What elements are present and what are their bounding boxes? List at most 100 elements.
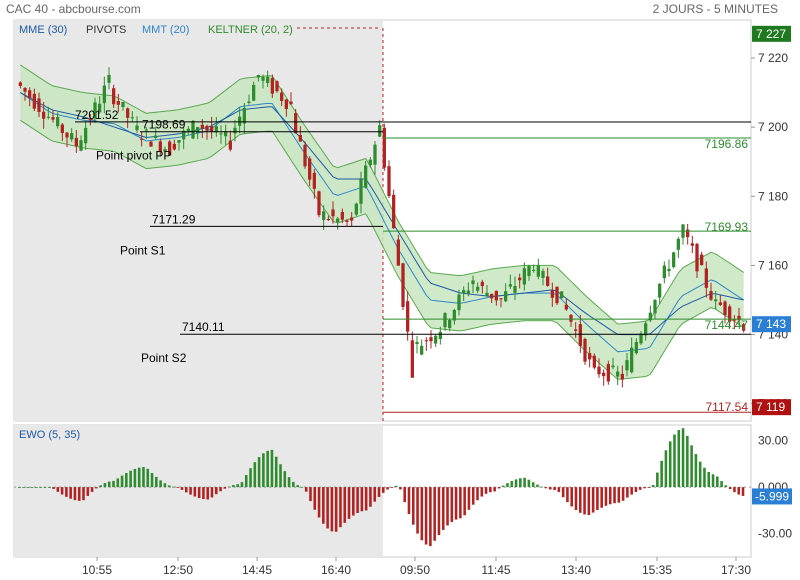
- candle-body: [210, 126, 214, 132]
- ewo-bar: [741, 487, 745, 496]
- ewo-bar: [334, 487, 338, 532]
- candle-body: [616, 371, 620, 377]
- candle-body: [392, 194, 396, 229]
- candle-body: [723, 301, 727, 316]
- ewo-bar: [360, 487, 364, 512]
- candle-body: [667, 268, 671, 272]
- ewo-bar: [22, 487, 25, 488]
- ewo-bar: [407, 487, 411, 515]
- candle-body: [602, 372, 606, 377]
- candle-body: [387, 166, 391, 196]
- candle-body: [448, 319, 452, 328]
- ewo-bar: [501, 485, 505, 488]
- ewo-bar: [137, 467, 141, 488]
- candle-body: [718, 302, 722, 305]
- candle-body: [429, 337, 433, 342]
- ewo-bar: [476, 487, 479, 501]
- keltner-upper: [20, 64, 744, 325]
- candle-body: [606, 364, 610, 382]
- ewo-bar: [617, 487, 621, 503]
- ewo-bar: [373, 487, 377, 502]
- ewo-bar: [514, 479, 518, 488]
- candle-body: [485, 292, 489, 297]
- ewo-bar: [326, 487, 329, 529]
- pivot-name-label: Point pivot PP: [96, 149, 171, 163]
- x-tick-label: 11:45: [481, 563, 510, 577]
- ewo-bar: [399, 487, 402, 490]
- ewo-bar: [536, 484, 539, 488]
- candle-body: [569, 314, 573, 322]
- ewo-bar: [180, 487, 184, 490]
- candle-body: [611, 365, 615, 368]
- ewo-bar: [60, 487, 64, 495]
- candle-body: [499, 298, 503, 300]
- candle-body: [368, 159, 372, 166]
- ewo-bar: [77, 487, 81, 501]
- candle-body: [686, 229, 690, 238]
- candle-body: [312, 172, 316, 189]
- candles: [18, 67, 746, 388]
- candle-body: [676, 238, 680, 250]
- ewo-bar: [369, 487, 372, 507]
- ewo-bar: [120, 475, 124, 488]
- ewo-bar: [591, 487, 595, 513]
- pivot-lines: 7198.69 7201.52 7171.29 7140.11 Point pivot …: [75, 108, 751, 414]
- ewo-bar: [553, 487, 556, 491]
- ewo-bar: [497, 487, 501, 489]
- ewo-bar: [317, 487, 321, 518]
- legend-mme: MME (30): [19, 24, 67, 36]
- price-tag: [752, 399, 791, 416]
- candle-body: [527, 265, 531, 277]
- x-tick-label: 17:30: [721, 563, 751, 577]
- candle-body: [191, 120, 195, 139]
- candle-body: [340, 211, 344, 220]
- candle-body: [704, 268, 708, 288]
- ewo-bar: [634, 487, 638, 492]
- candle-body: [60, 124, 64, 134]
- candle-body: [303, 144, 307, 167]
- ewo-bar: [703, 467, 706, 488]
- candle-body: [219, 133, 223, 135]
- candle-body: [728, 306, 732, 322]
- candle-body: [578, 324, 582, 346]
- candle-body: [359, 179, 363, 204]
- ewo-bar: [506, 483, 509, 488]
- candle-body: [168, 141, 172, 156]
- level-value-label: 7117.54: [706, 400, 749, 414]
- candle-body: [574, 329, 578, 331]
- ewo-current-label: -5.999: [755, 489, 789, 503]
- ewo-bar: [313, 487, 317, 510]
- ewo-bar: [90, 487, 94, 492]
- ewo-bar: [510, 481, 514, 488]
- candle-body: [620, 373, 624, 380]
- ewo-bar: [698, 461, 702, 488]
- candle-body: [597, 366, 601, 375]
- price-tag: [752, 25, 791, 42]
- ewo-bar: [107, 481, 111, 488]
- candle-body: [396, 239, 400, 266]
- x-tick-label: 15:35: [642, 563, 672, 577]
- candle-body: [28, 90, 32, 99]
- candle-body: [200, 124, 204, 129]
- candle-body: [56, 116, 60, 127]
- candle-body: [42, 111, 46, 119]
- ewo-bar: [304, 487, 308, 492]
- candle-body: [438, 331, 442, 340]
- ewo-bar: [493, 487, 496, 492]
- ewo-bar: [240, 482, 244, 488]
- ewo-bar: [193, 487, 197, 497]
- candle-body: [196, 127, 200, 133]
- candle-body: [336, 218, 340, 223]
- candle-body: [331, 209, 335, 217]
- ewo-tick-label: 30.00: [758, 434, 788, 448]
- candle-body: [23, 87, 27, 92]
- ewo-bar: [18, 487, 21, 488]
- ewo-bar: [480, 487, 484, 497]
- candle-body: [126, 108, 130, 118]
- ewo-bar: [724, 485, 728, 488]
- ewo-bar: [30, 487, 34, 488]
- candle-body: [289, 101, 293, 105]
- ewo-bar: [262, 453, 265, 488]
- ewo-bar: [673, 434, 676, 488]
